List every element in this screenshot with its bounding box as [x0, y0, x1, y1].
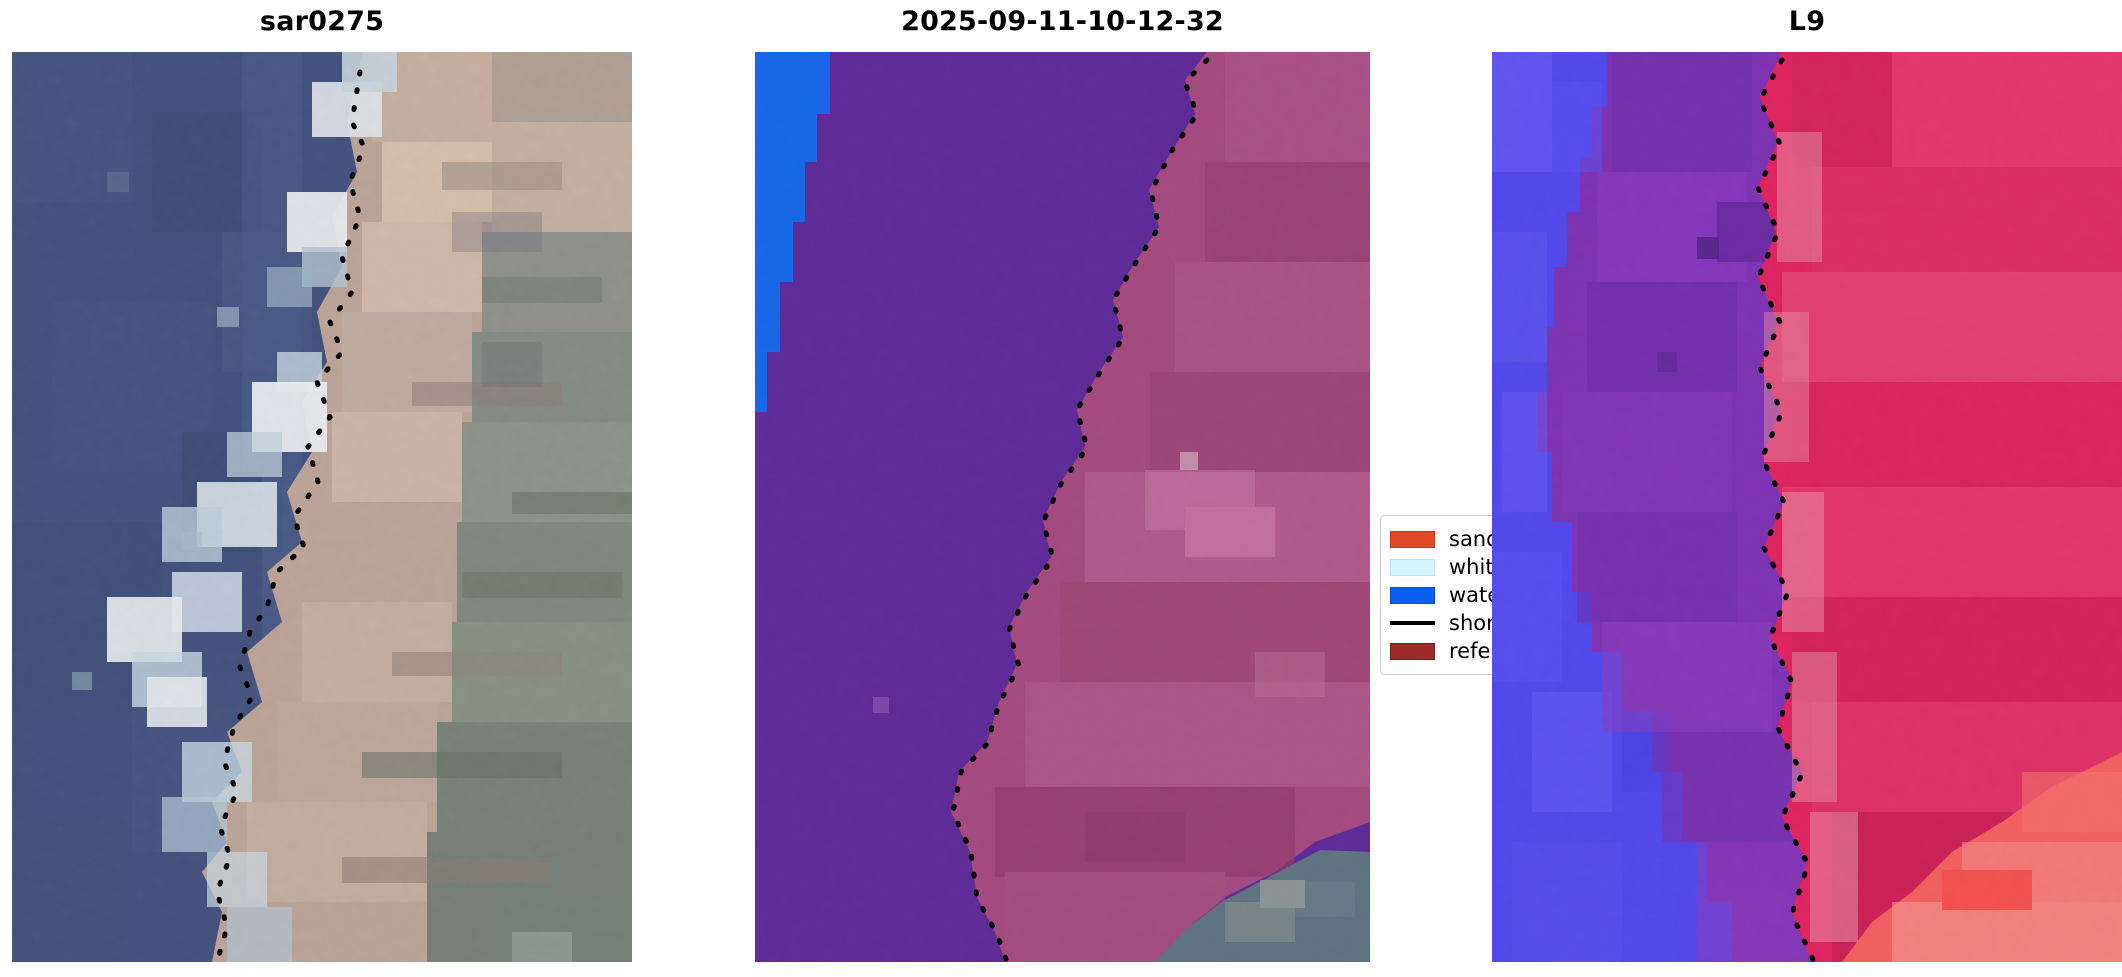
panel-image-reference[interactable]	[1492, 52, 2122, 962]
rgb-satellite-raster	[12, 52, 632, 962]
panel-image-classified[interactable]	[755, 52, 1370, 962]
reference-false-colour-raster	[1492, 52, 2122, 962]
panel-title-classified: 2025-09-11-10-12-32	[901, 6, 1224, 37]
panel-title-reference: L9	[1788, 6, 1826, 37]
classified-raster	[755, 52, 1370, 962]
panel-title-rgb: sar0275	[259, 6, 385, 37]
legend-swatch-shoreline	[1390, 621, 1435, 625]
legend-item-sand[interactable]: sand	[1381, 525, 1547, 553]
legend-swatch-sand	[1390, 530, 1435, 548]
legend-label-sand: sand	[1449, 526, 1500, 551]
legend-swatch-reference	[1390, 642, 1435, 660]
panel-image-rgb[interactable]	[12, 52, 632, 962]
legend-swatch-whitewater	[1390, 558, 1435, 576]
legend-swatch-water	[1390, 586, 1435, 604]
